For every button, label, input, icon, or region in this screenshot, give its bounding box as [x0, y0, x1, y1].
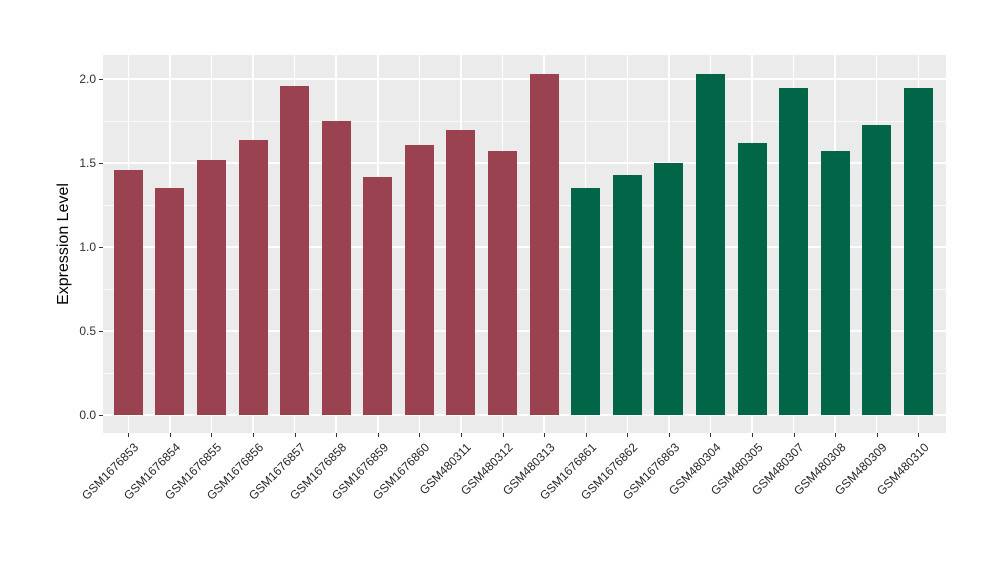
bar-GSM480310	[903, 87, 933, 415]
minor-gridline	[103, 121, 946, 123]
bar-GSM480308	[820, 151, 850, 415]
y-tick-label: 0.5	[79, 324, 96, 339]
major-gridline	[103, 78, 946, 80]
major-gridline	[103, 414, 946, 416]
minor-gridline	[103, 289, 946, 291]
y-tick-label: 1.5	[79, 156, 96, 171]
x-tick-mark	[793, 433, 795, 437]
bar-GSM480312	[488, 151, 518, 415]
bar-GSM1676856	[238, 139, 268, 415]
major-gridline	[103, 162, 946, 164]
bar-GSM480309	[862, 124, 892, 415]
x-tick-mark	[502, 433, 504, 437]
y-tick-mark	[99, 331, 103, 333]
bar-GSM1676854	[155, 188, 185, 415]
bar-GSM1676857	[280, 85, 310, 415]
y-tick-mark	[99, 247, 103, 249]
bar-GSM480305	[737, 143, 767, 415]
bar-GSM480304	[695, 74, 725, 415]
y-tick-mark	[99, 163, 103, 165]
y-tick-label: 0.0	[79, 408, 96, 422]
bar-GSM1676853	[113, 169, 143, 415]
y-tick-mark	[99, 415, 103, 416]
x-tick-mark	[419, 433, 421, 437]
bar-GSM480313	[529, 74, 559, 415]
x-tick-mark	[835, 433, 837, 437]
bar-GSM1676863	[654, 163, 684, 415]
x-tick-mark	[336, 433, 338, 437]
bar-GSM480311	[446, 129, 476, 415]
y-tick-label: 1.0	[79, 240, 96, 255]
minor-gridline	[103, 373, 946, 375]
x-tick-mark	[544, 433, 546, 437]
major-gridline	[103, 330, 946, 332]
bar-GSM480307	[779, 87, 809, 415]
x-tick-mark	[169, 433, 171, 437]
x-tick-mark	[918, 433, 920, 437]
bar-GSM1676855	[196, 159, 226, 415]
x-tick-mark	[710, 433, 712, 437]
x-tick-mark	[876, 433, 878, 437]
bar-GSM1676862	[612, 174, 642, 415]
x-tick-mark	[294, 433, 296, 437]
minor-gridline	[103, 205, 946, 207]
x-tick-mark	[377, 433, 379, 437]
x-tick-mark	[585, 433, 587, 437]
x-tick-mark	[211, 433, 213, 437]
x-tick-mark	[668, 433, 670, 437]
x-tick-mark	[460, 433, 462, 437]
major-gridline	[103, 246, 946, 248]
bar-GSM1676861	[571, 188, 601, 415]
bar-GSM1676859	[363, 176, 393, 415]
x-tick-mark	[253, 433, 255, 437]
y-tick-label: 2.0	[79, 72, 96, 87]
y-tick-mark	[99, 79, 103, 81]
x-tick-mark	[128, 433, 130, 437]
bar-GSM1676860	[404, 144, 434, 415]
plot-panel	[103, 55, 946, 433]
x-tick-mark	[627, 433, 629, 437]
bar-GSM1676858	[321, 121, 351, 415]
x-tick-mark	[752, 433, 753, 437]
